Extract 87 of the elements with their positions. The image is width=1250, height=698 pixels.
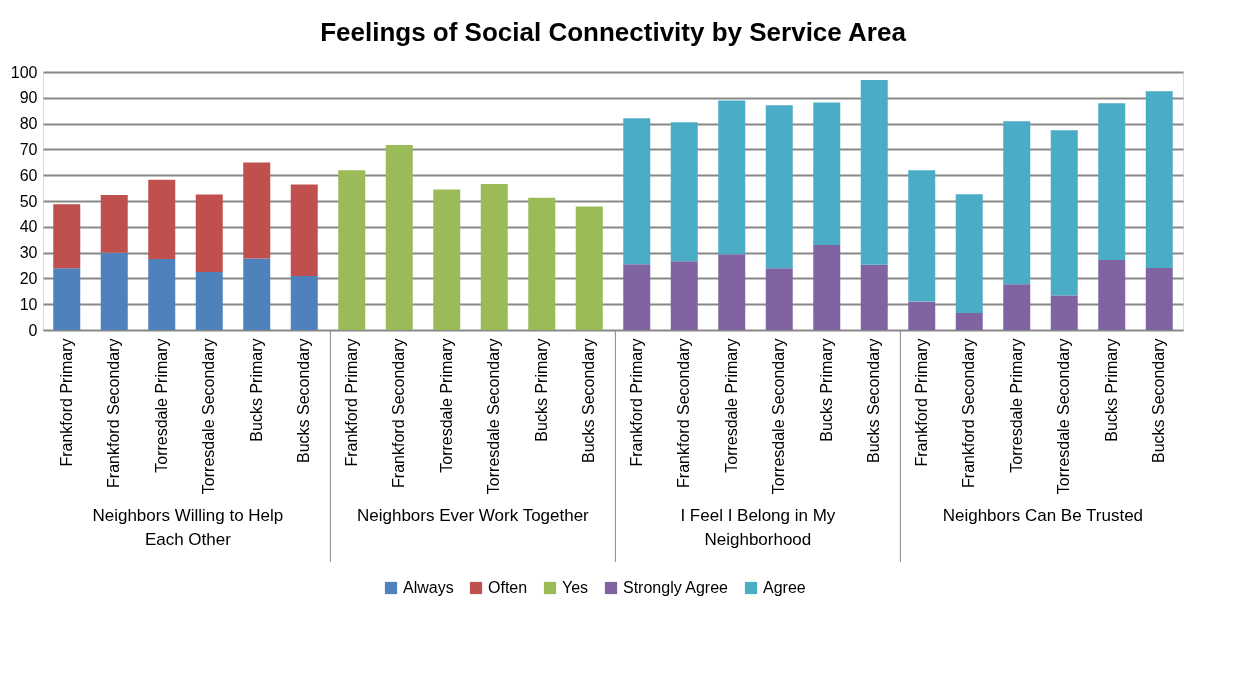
bar — [860, 264, 888, 330]
bar — [1098, 103, 1126, 261]
y-tick-label: 60 — [19, 166, 38, 184]
bar — [1003, 284, 1031, 330]
bar — [100, 252, 128, 330]
bar — [480, 183, 508, 330]
x-tick-label: Torresdale Secondary — [200, 338, 218, 495]
x-tick-label: Bucks Primary — [817, 338, 835, 442]
bar — [908, 301, 936, 330]
bar — [385, 145, 413, 330]
legend-label: Always — [403, 579, 454, 596]
x-tick-label: Torresdale Primary — [437, 338, 455, 473]
bar — [765, 268, 793, 330]
bar — [813, 245, 841, 330]
y-tick-label: 40 — [19, 218, 38, 236]
y-tick-label: 10 — [19, 295, 38, 313]
bar — [1050, 130, 1078, 296]
y-tick-label: 100 — [10, 63, 38, 81]
bar — [670, 122, 698, 262]
x-tick-label: Frankford Primary — [57, 338, 75, 467]
bar — [148, 259, 176, 330]
bar — [955, 194, 983, 313]
bar — [623, 264, 651, 330]
x-tick-label: Frankford Primary — [912, 338, 930, 467]
x-tick-label: Frankford Secondary — [960, 338, 978, 488]
bar — [100, 195, 128, 253]
bar — [860, 80, 888, 265]
bar — [670, 261, 698, 330]
bar — [575, 206, 603, 330]
bar — [290, 276, 318, 330]
x-tick-label: Torresdale Secondary — [1055, 338, 1073, 495]
y-tick-label: 30 — [19, 244, 38, 262]
bar — [623, 118, 651, 265]
bar — [908, 170, 936, 302]
bar — [290, 184, 318, 277]
y-tick-label: 70 — [19, 140, 38, 158]
x-tick-label: Torresdale Secondary — [485, 338, 503, 495]
x-tick-label: Frankford Secondary — [675, 338, 693, 488]
bar — [195, 271, 223, 330]
bar — [433, 189, 461, 330]
text: Neighbors Ever Work Together — [356, 506, 590, 525]
bar — [1003, 121, 1031, 285]
bar — [338, 170, 366, 330]
bar — [528, 197, 556, 330]
bar — [195, 194, 223, 272]
x-tick-label: Bucks Secondary — [865, 338, 883, 464]
x-tick-label: Bucks Secondary — [295, 338, 313, 464]
x-tick-label: Torresdale Primary — [1007, 338, 1025, 473]
bar — [148, 179, 176, 260]
x-tick-label: Bucks Secondary — [580, 338, 598, 464]
y-tick-label: 50 — [19, 192, 38, 210]
text: I Feel I Belong in My Neighborhood — [680, 506, 836, 549]
bar — [53, 204, 81, 269]
x-tick-label: Torresdale Secondary — [770, 338, 788, 495]
x-tick-label: Bucks Primary — [247, 338, 265, 442]
chart-title: Feelings of Social Connectivity by Service Area — [320, 17, 907, 47]
x-tick-label: Bucks Primary — [1102, 338, 1120, 442]
x-tick-label: Bucks Primary — [532, 338, 550, 442]
bar — [1145, 268, 1173, 330]
bar — [813, 102, 841, 246]
legend-label: Agree — [763, 579, 806, 596]
bar — [243, 258, 271, 330]
x-tick-label: Frankford Primary — [627, 338, 645, 467]
bar — [765, 105, 793, 269]
y-tick-label: 20 — [19, 269, 38, 287]
legend-label: Strongly Agree — [623, 579, 729, 596]
x-tick-label: Torresdale Primary — [722, 338, 740, 473]
bar — [718, 100, 746, 255]
bar — [1145, 91, 1173, 269]
bar — [1050, 295, 1078, 330]
bar — [1098, 260, 1126, 330]
text: Neighbors Willing to Help Each Other — [92, 506, 284, 549]
x-tick-label: Frankford Primary — [342, 338, 360, 467]
bar — [718, 254, 746, 330]
y-tick-label: 80 — [19, 115, 38, 133]
x-tick-label: Torresdale Primary — [152, 338, 170, 473]
x-tick-label: Frankford Secondary — [105, 338, 123, 488]
bar — [243, 162, 271, 259]
text: Neighbors Can Be Trusted — [942, 506, 1144, 525]
y-tick-label: 90 — [19, 89, 38, 107]
bar — [955, 312, 983, 330]
y-tick-label: 0 — [28, 321, 38, 339]
legend-label: Often — [488, 579, 528, 596]
legend-label: Yes — [562, 579, 589, 596]
x-tick-label: Frankford Secondary — [390, 338, 408, 488]
bar — [53, 268, 81, 330]
x-tick-label: Bucks Secondary — [1150, 338, 1168, 464]
